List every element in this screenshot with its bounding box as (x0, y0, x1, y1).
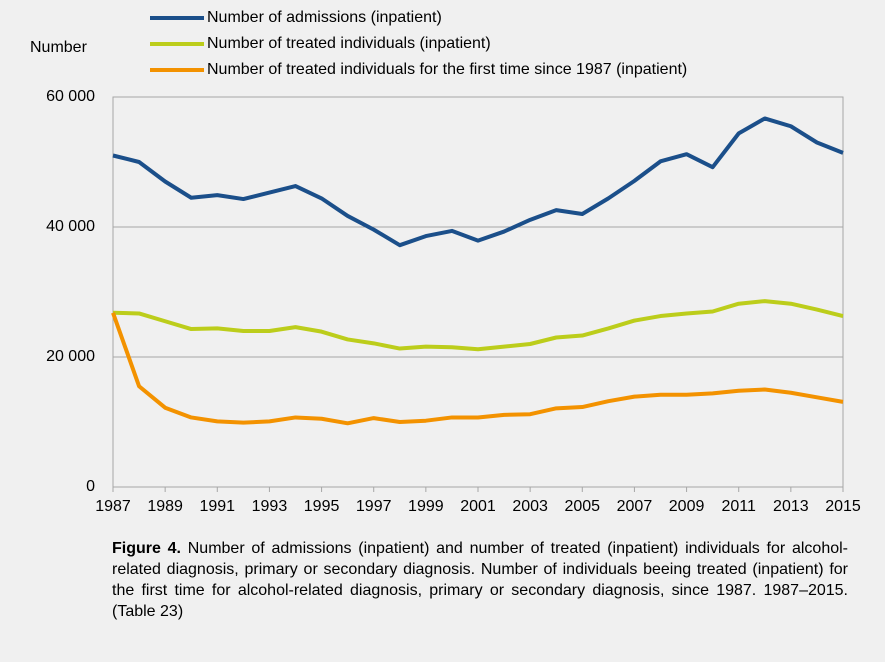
series-line (112, 116, 844, 248)
series-line (111, 312, 844, 426)
y-tick-label: 40 000 (46, 218, 95, 235)
x-tick-label: 2013 (773, 498, 809, 515)
x-tick-label: 1989 (147, 498, 183, 515)
x-tick-label: 2011 (722, 498, 757, 515)
legend-label: Number of treated individuals for the fi… (207, 61, 687, 78)
plot-area (112, 96, 844, 488)
y-tick-label: 60 000 (46, 88, 95, 105)
x-tick-label: 1999 (408, 498, 444, 515)
x-tick-label: 2001 (460, 498, 496, 515)
y-tick-label: 0 (86, 478, 95, 495)
x-tick-label: 1991 (199, 498, 235, 515)
x-tick-label: 2005 (564, 498, 600, 515)
series-line (112, 299, 844, 352)
x-tick-label: 2007 (617, 498, 653, 515)
legend-label: Number of treated individuals (inpatient… (207, 35, 491, 52)
x-tick-label: 2015 (825, 498, 861, 515)
x-tick-label: 1987 (95, 498, 131, 515)
y-tick-label: 20 000 (46, 348, 95, 365)
x-tick-label: 1997 (356, 498, 392, 515)
caption-text: Number of admissions (inpatient) and num… (112, 540, 848, 620)
legend-label: Number of admissions (inpatient) (207, 9, 442, 26)
chart: Number 0 20 000 40 000 60 000 1987 1989 1991 19… (30, 9, 861, 515)
x-tick-label: 2003 (512, 498, 548, 515)
x-tick-label: 1993 (252, 498, 288, 515)
x-tick-label: 2009 (669, 498, 705, 515)
caption: Figure 4. Number of admissions (inpatien… (112, 538, 848, 622)
x-tick-label: 1995 (304, 498, 340, 515)
y-axis-label: Number (30, 39, 88, 56)
caption-label: Figure 4. (112, 540, 181, 557)
